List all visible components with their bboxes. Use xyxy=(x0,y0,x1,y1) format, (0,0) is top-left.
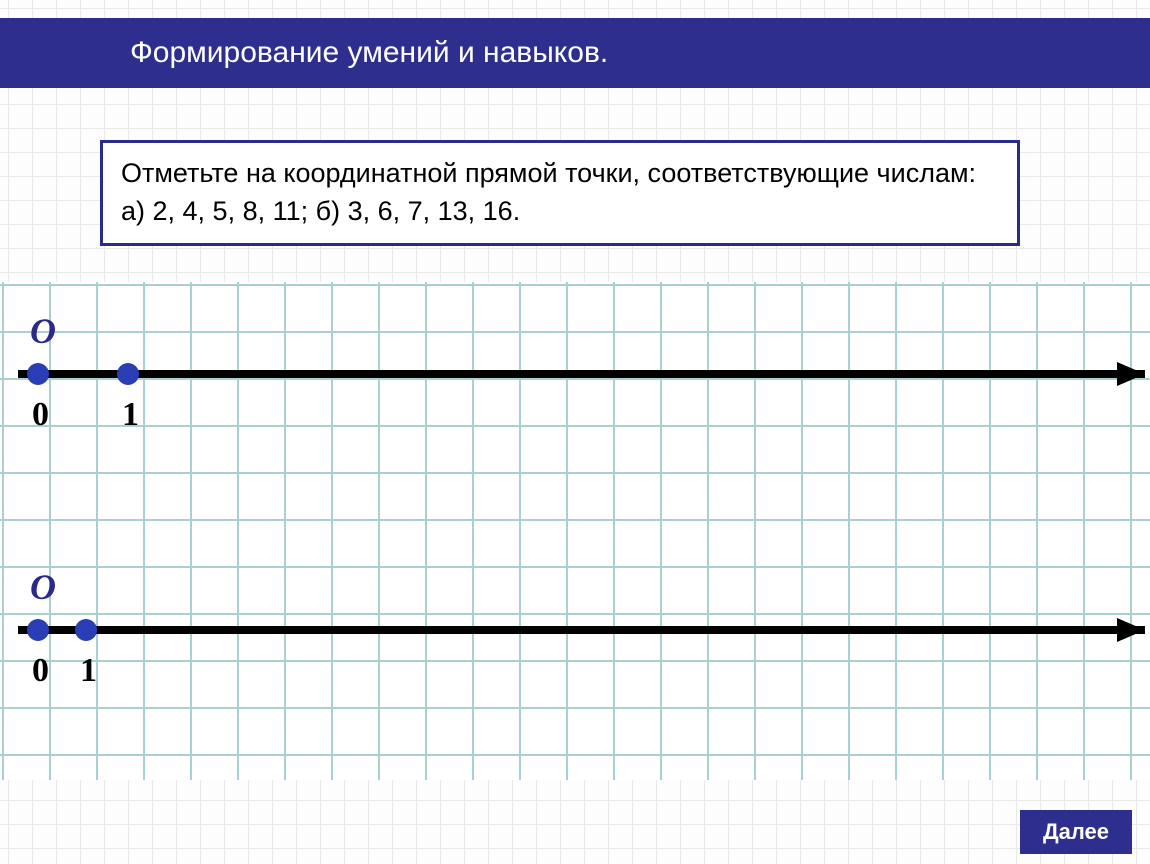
tick-label: 1 xyxy=(122,396,139,434)
page-title: Формирование умений и навыков. xyxy=(130,36,608,70)
point xyxy=(27,363,49,385)
origin-label-2: О xyxy=(30,566,56,608)
point xyxy=(27,619,49,641)
task-text: Отметьте на координатной прямой точки, с… xyxy=(121,158,976,226)
header-bar: Формирование умений и навыков. xyxy=(0,18,1150,88)
tick-label: 0 xyxy=(32,396,49,434)
number-line-2 xyxy=(18,626,1145,634)
origin-label-1: О xyxy=(30,310,56,352)
arrow-head-2 xyxy=(1117,618,1145,642)
next-button-label: Далее xyxy=(1043,819,1109,845)
task-box: Отметьте на координатной прямой точки, с… xyxy=(100,140,1020,246)
point xyxy=(75,619,97,641)
number-line-1 xyxy=(18,370,1145,378)
tick-label: 0 xyxy=(32,652,49,690)
graph-area xyxy=(0,282,1150,780)
next-button[interactable]: Далее xyxy=(1020,810,1132,854)
arrow-head-1 xyxy=(1117,362,1145,386)
point xyxy=(117,363,139,385)
tick-label: 1 xyxy=(80,652,97,690)
